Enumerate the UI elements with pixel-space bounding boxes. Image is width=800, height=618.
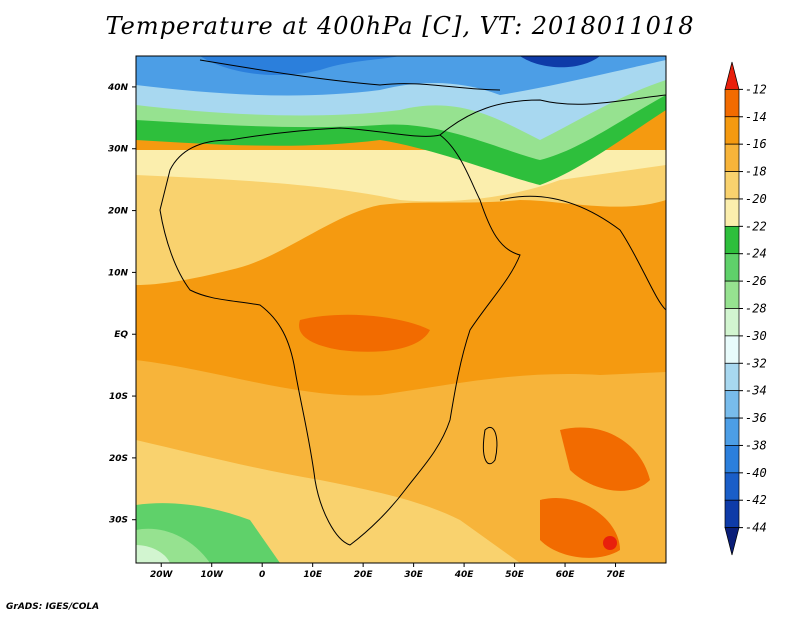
field-warm-south [540,498,620,558]
colorbar-label: -16 [745,137,767,151]
map-title: Temperature at 400hPa [C], VT: 201801101… [105,12,695,40]
plot-frame [135,55,667,564]
colorbar-swatch [724,445,740,474]
lat-tick-label: 30S [109,516,128,526]
lon-tick-label: 20E [354,570,374,580]
colorbar-swatch [724,335,740,364]
colorbar-swatch [724,198,740,227]
lon-tick-label: 10E [303,570,323,580]
colorbar-label: -36 [745,411,767,425]
colorbar-swatch [724,362,740,392]
footer-credit: GrADS: IGES/COLA [6,602,100,612]
field-warm-indian [560,427,650,491]
asia-coastline [439,94,666,136]
colorbar-swatch [724,89,740,118]
colorbar-label: -26 [745,274,767,288]
field-cold-ne [520,56,600,68]
colorbar-label: -18 [745,165,767,179]
colorbar-label: -38 [745,438,767,452]
colorbar: -12 -14 -16 -18 -20 -22 -24 -26 -28 -30 -32 -34 -36 -… [724,61,767,556]
colorbar-swatch [724,308,740,337]
lon-tick-label: 40E [454,570,475,580]
lon-tick-label: 20W [150,570,174,580]
colorbar-label: -34 [745,384,767,398]
colorbar-label: -30 [745,329,767,343]
field-cold-core [200,56,400,76]
colorbar-swatch [724,61,740,90]
colorbar-label: -22 [745,219,767,233]
lon-axis: 20W 10W 0 10E 20E 30E 40E 50E 60E 70E [150,563,626,580]
colorbar-label: -20 [745,192,767,206]
lon-tick-label: 70E [606,570,626,580]
africa-coastline [159,127,521,546]
temperature-field [136,56,666,563]
colorbar-label: -12 [745,82,767,96]
arabia-india-coastline [499,195,666,311]
lat-tick-label: 10N [108,268,129,278]
colorbar-label: -40 [745,466,767,480]
colorbar-swatch [724,225,740,255]
colorbar-swatch [724,499,740,528]
madagascar-coastline [482,427,498,465]
lat-tick-label: 40N [107,83,129,93]
lon-tick-label: 30E [404,570,424,580]
colorbar-label: -42 [745,493,767,507]
field-sw-pale [136,545,170,563]
lat-tick-label: 10S [109,392,128,402]
colorbar-label: -28 [745,302,767,316]
colorbar-label: -24 [745,247,767,261]
colorbar-label: -32 [745,356,767,370]
lat-tick-label: 20S [109,454,128,464]
colorbar-swatch [724,143,740,172]
europe-coastline [199,59,501,91]
lat-tick-label: EQ [114,330,128,340]
colorbar-swatch [724,390,740,419]
field-hotspot [603,536,617,550]
colorbar-swatch [724,171,740,200]
colorbar-swatch [724,472,740,501]
colorbar-label: -14 [745,110,767,124]
lon-tick-label: 50E [505,570,525,580]
lon-tick-label: 60E [556,570,576,580]
field-warm-equator [299,314,430,352]
lat-tick-label: 20N [108,207,129,217]
colorbar-label: -44 [745,521,767,535]
colorbar-swatch [724,527,740,556]
colorbar-swatch [724,253,740,282]
lon-tick-label: 0 [259,570,265,580]
colorbar-swatch [724,116,740,145]
lat-axis: 40N 30N 20N 10N EQ 10S 20S 30S [107,83,136,526]
colorbar-swatch [724,417,740,446]
lat-tick-label: 30N [108,145,129,155]
lon-tick-label: 10W [200,570,224,580]
colorbar-swatch [724,280,740,309]
